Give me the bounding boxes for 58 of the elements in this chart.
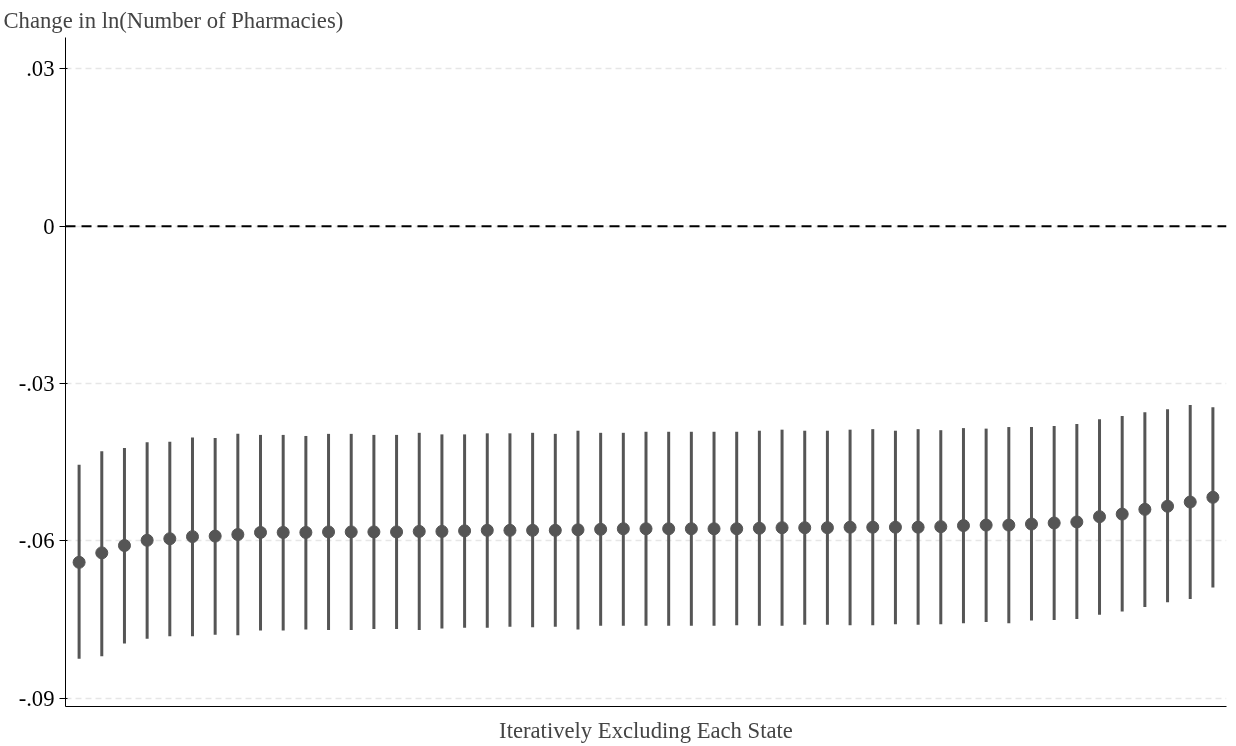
point <box>1093 510 1107 524</box>
point <box>95 546 109 560</box>
point <box>1002 518 1016 532</box>
point <box>458 524 472 538</box>
point <box>979 518 993 532</box>
point <box>866 520 880 534</box>
point <box>911 520 925 534</box>
point <box>72 555 86 569</box>
point <box>662 522 676 536</box>
point <box>888 520 902 534</box>
point <box>526 523 540 537</box>
point <box>843 520 857 534</box>
y-axis-title: Change in ln(Number of Pharmacies) <box>3 7 344 33</box>
point <box>1161 499 1175 513</box>
point <box>367 525 381 539</box>
point <box>390 525 404 539</box>
point <box>163 532 177 546</box>
point <box>1047 516 1061 530</box>
y-tick-label: .03 <box>26 56 55 82</box>
y-tick-label: -.06 <box>18 528 55 554</box>
point <box>185 530 199 544</box>
point <box>616 522 630 536</box>
point <box>548 523 562 537</box>
y-tick-label: -.03 <box>18 371 55 397</box>
point <box>344 525 358 539</box>
y-tick-label: -.09 <box>18 685 55 711</box>
point <box>684 522 698 536</box>
point <box>117 539 131 553</box>
point <box>752 521 766 535</box>
point <box>1206 490 1220 504</box>
x-axis-title: Iteratively Excluding Each State <box>499 717 793 743</box>
point <box>412 524 426 538</box>
point <box>1070 515 1084 529</box>
point <box>480 523 494 537</box>
point <box>571 523 585 537</box>
point <box>140 533 154 547</box>
point <box>594 522 608 536</box>
point <box>322 525 336 539</box>
point <box>254 525 268 539</box>
point <box>1024 517 1038 531</box>
point <box>1115 507 1129 521</box>
point <box>276 525 290 539</box>
point <box>730 522 744 536</box>
point <box>1138 502 1152 516</box>
point <box>1183 495 1197 509</box>
point <box>775 521 789 535</box>
point <box>798 521 812 535</box>
y-tick-label: 0 <box>43 213 55 239</box>
point <box>820 521 834 535</box>
point <box>208 529 222 543</box>
point <box>956 519 970 533</box>
point <box>231 528 245 542</box>
point <box>934 520 948 534</box>
point <box>299 525 313 539</box>
point <box>435 524 449 538</box>
point <box>707 522 721 536</box>
point <box>503 523 517 537</box>
point <box>639 522 653 536</box>
